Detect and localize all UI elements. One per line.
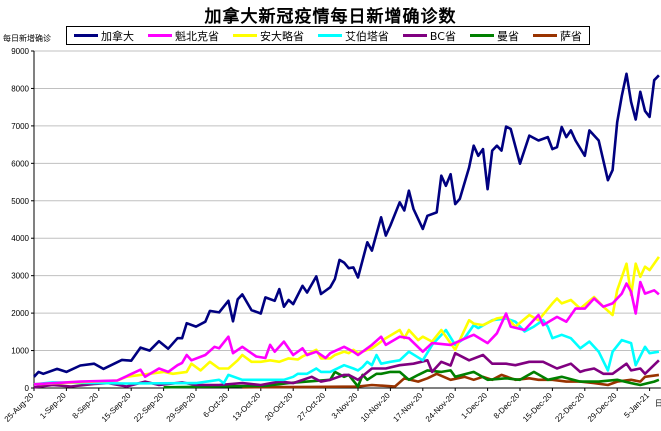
legend-item: BC省 [402, 28, 456, 44]
y-tick-label: 5000 [11, 197, 29, 206]
legend-item: 曼省 [469, 28, 519, 44]
series-line-2 [33, 256, 660, 386]
legend-swatch [317, 34, 342, 37]
legend-swatch [469, 34, 494, 37]
series-line-6 [242, 372, 660, 389]
x-tick-label: 22-Dec-20 [553, 391, 586, 424]
y-tick-label: 4000 [11, 234, 29, 243]
series-line-0 [33, 72, 660, 378]
series-line-3 [33, 317, 660, 386]
series-line-5 [163, 369, 660, 389]
legend-item: 安大略省 [232, 28, 304, 44]
x-tick-label: 15-Dec-20 [521, 391, 554, 424]
legend-label: 艾伯塔省 [344, 29, 389, 43]
legend-item: 加拿大 [73, 28, 134, 44]
x-tick-label: 17-Nov-20 [391, 391, 424, 424]
legend-swatch [147, 34, 172, 37]
y-tick-label: 2000 [11, 309, 29, 318]
y-tick-label: 9000 [11, 47, 29, 56]
x-tick-label: 3-Nov-20 [330, 391, 360, 421]
x-axis-label: 日 [655, 399, 661, 408]
y-tick-label: 7000 [11, 122, 29, 131]
x-tick-label: 1-Dec-20 [459, 391, 489, 421]
x-tick-label: 25-Aug-20 [3, 391, 36, 424]
y-axis-label: 每日新增确诊 [3, 34, 51, 43]
x-tick-label: 5-Jan-21 [622, 391, 651, 420]
x-tick-label: 29-Sep-20 [165, 391, 198, 424]
x-tick-label: 6-Oct-20 [201, 391, 230, 420]
legend-item: 萨省 [532, 28, 582, 44]
x-tick-label: 29-Dec-20 [586, 391, 619, 424]
x-tick-label: 8-Dec-20 [492, 391, 522, 421]
x-tick-label: 8-Sep-20 [71, 391, 101, 421]
legend: 加拿大 魁北克省 安大略省 艾伯塔省 BC省 曼省 萨省 [66, 26, 590, 45]
legend-label: BC省 [429, 29, 456, 43]
x-tick-label: 1-Sep-20 [38, 391, 68, 421]
legend-label: 曼省 [496, 29, 519, 43]
legend-swatch [232, 34, 257, 37]
legend-swatch [73, 34, 98, 37]
legend-label: 魁北克省 [174, 29, 219, 43]
x-tick-label: 10-Nov-20 [359, 391, 392, 424]
legend-item: 艾伯塔省 [317, 28, 389, 44]
y-tick-label: 8000 [11, 84, 29, 93]
x-tick-label: 22-Sep-20 [132, 391, 165, 424]
x-tick-label: 13-Oct-20 [231, 391, 263, 423]
y-tick-label: 1000 [11, 347, 29, 356]
legend-swatch [532, 34, 557, 37]
y-tick-label: 6000 [11, 159, 29, 168]
y-tick-label: 0 [25, 384, 30, 393]
chart-title: 加拿大新冠疫情每日新增确诊数 [204, 7, 457, 27]
legend-label: 萨省 [559, 29, 582, 43]
x-tick-label: 20-Oct-20 [263, 391, 295, 423]
series-line-1 [33, 280, 660, 386]
legend-label: 安大略省 [259, 29, 304, 43]
legend-item: 魁北克省 [147, 28, 219, 44]
x-tick-label: 27-Oct-20 [295, 391, 327, 423]
x-tick-label: 24-Nov-20 [424, 391, 457, 424]
legend-label: 加拿大 [100, 29, 134, 43]
legend-swatch [402, 34, 427, 37]
y-tick-label: 3000 [11, 272, 29, 281]
x-tick-label: 15-Sep-20 [100, 391, 133, 424]
